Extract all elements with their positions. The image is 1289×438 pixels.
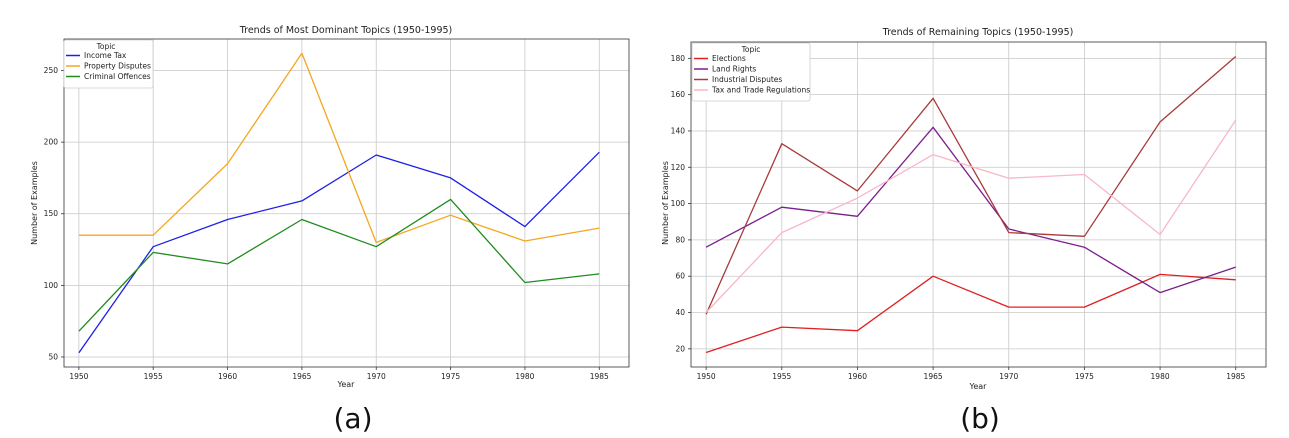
y-tick-label: 120 (671, 163, 686, 172)
x-tick-label: 1975 (1075, 372, 1094, 381)
legend-title: Topic (741, 45, 761, 54)
x-axis-label: Year (969, 382, 988, 391)
series-line-property-disputes (78, 52, 600, 244)
panel-caption: (b) (960, 402, 1000, 435)
series-line-tax-and-trade-regulations (705, 119, 1237, 313)
x-tick-label: 1950 (69, 372, 88, 381)
legend-title: Topic (96, 42, 116, 51)
y-tick-label: 180 (671, 54, 686, 63)
chart-title: Trends of Most Dominant Topics (1950-199… (239, 25, 453, 36)
panel-caption: (a) (333, 402, 372, 435)
y-tick-label: 20 (675, 344, 685, 353)
y-tick-label: 100 (671, 199, 686, 208)
x-tick-label: 1970 (999, 372, 1018, 381)
x-tick-label: 1955 (144, 372, 163, 381)
x-tick-label: 1980 (515, 372, 534, 381)
series-line-land-rights (705, 126, 1236, 294)
x-tick-label: 1970 (367, 372, 386, 381)
x-tick-label: 1985 (1226, 372, 1245, 381)
y-tick-label: 140 (671, 126, 686, 135)
plot-area (63, 38, 630, 368)
x-tick-label: 1975 (441, 372, 460, 381)
y-axis-label: Number of Examples (30, 161, 39, 245)
y-tick-label: 80 (675, 235, 685, 244)
series-line-criminal-offences (78, 198, 600, 332)
legend: Topic Income Tax Property DisputesCrimina… (63, 39, 154, 89)
y-tick-label: 60 (675, 272, 685, 281)
legend-label-land-rights: Land Rights (712, 65, 756, 74)
y-tick-label: 50 (48, 352, 58, 361)
y-tick-label: 40 (675, 308, 685, 317)
x-tick-label: 1985 (590, 372, 609, 381)
y-tick-label: 160 (671, 90, 686, 99)
chart-panel-b: Trends of Remaining Topics (1950-1995) 1… (661, 27, 1267, 435)
x-tick-label: 1950 (697, 372, 716, 381)
series-line-industrial-disputes (705, 56, 1237, 315)
x-tick-label: 1980 (1151, 372, 1170, 381)
legend-label-industrial-disputes: Industrial Disputes (712, 75, 782, 84)
x-tick-label: 1960 (218, 372, 237, 381)
x-tick-label: 1960 (848, 372, 867, 381)
legend-label-property-disputes: Property Disputes (84, 62, 151, 71)
y-axis-label: Number of Examples (661, 161, 670, 245)
chart-title: Trends of Remaining Topics (1950-1995) (882, 27, 1074, 38)
x-axis-label: Year (337, 380, 356, 389)
chart-panel-a: Trends of Most Dominant Topics (1950-199… (30, 25, 630, 435)
y-tick-label: 150 (44, 209, 59, 218)
legend-label-income-tax: Income Tax (84, 51, 127, 60)
y-tick-label: 200 (44, 138, 59, 147)
x-tick-label: 1965 (292, 372, 311, 381)
x-tick-label: 1955 (772, 372, 791, 381)
series-line-elections (705, 273, 1236, 354)
plot-area (690, 41, 1267, 368)
legend-label-criminal-offences: Criminal Offences (84, 72, 151, 81)
x-tick-label: 1965 (924, 372, 943, 381)
legend-label-tax-and-trade-regulations: Tax and Trade Regulations (711, 86, 810, 95)
legend-label-elections: Elections (712, 54, 746, 63)
y-tick-label: 250 (44, 66, 59, 75)
y-tick-label: 100 (44, 281, 59, 290)
series-line-income-tax (78, 151, 600, 354)
